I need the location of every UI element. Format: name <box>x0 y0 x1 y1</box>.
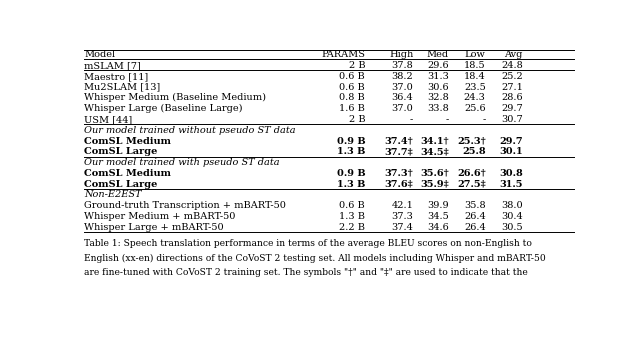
Text: 34.1†: 34.1† <box>420 137 449 146</box>
Text: USM [44]: USM [44] <box>84 115 132 124</box>
Text: 37.8: 37.8 <box>392 61 413 70</box>
Text: PARAMS: PARAMS <box>321 50 365 59</box>
Text: ComSL Large: ComSL Large <box>84 180 157 189</box>
Text: 38.0: 38.0 <box>501 201 523 210</box>
Text: 0.6 B: 0.6 B <box>339 72 365 81</box>
Text: Ground-truth Transcription + mBART-50: Ground-truth Transcription + mBART-50 <box>84 201 286 210</box>
Text: 37.3†: 37.3† <box>385 169 413 178</box>
Text: Non-E2EST: Non-E2EST <box>84 190 141 200</box>
Text: -: - <box>446 115 449 124</box>
Text: 34.5: 34.5 <box>428 212 449 221</box>
Text: 0.8 B: 0.8 B <box>339 93 365 102</box>
Text: 35.9‡: 35.9‡ <box>420 180 449 189</box>
Text: ComSL Medium: ComSL Medium <box>84 137 171 146</box>
Text: -: - <box>410 115 413 124</box>
Text: 38.2: 38.2 <box>392 72 413 81</box>
Text: 35.6†: 35.6† <box>420 169 449 178</box>
Text: 34.5‡: 34.5‡ <box>420 147 449 156</box>
Text: 1.6 B: 1.6 B <box>339 104 365 113</box>
Text: Maestro [11]: Maestro [11] <box>84 72 148 81</box>
Text: 0.9 B: 0.9 B <box>337 169 365 178</box>
Text: 1.3 B: 1.3 B <box>337 147 365 156</box>
Text: 30.7: 30.7 <box>501 115 523 124</box>
Text: 25.8: 25.8 <box>462 147 486 156</box>
Text: Whisper Large + mBART-50: Whisper Large + mBART-50 <box>84 223 223 232</box>
Text: 2.2 B: 2.2 B <box>339 223 365 232</box>
Text: Our model trained with pseudo ST data: Our model trained with pseudo ST data <box>84 158 280 167</box>
Text: 42.1: 42.1 <box>392 201 413 210</box>
Text: 2 B: 2 B <box>349 115 365 124</box>
Text: 37.3: 37.3 <box>392 212 413 221</box>
Text: 18.4: 18.4 <box>464 72 486 81</box>
Text: Low: Low <box>465 50 486 59</box>
Text: Whisper Medium + mBART-50: Whisper Medium + mBART-50 <box>84 212 236 221</box>
Text: Whisper Medium (Baseline Medium): Whisper Medium (Baseline Medium) <box>84 93 266 103</box>
Text: 37.4†: 37.4† <box>385 137 413 146</box>
Text: Whisper Large (Baseline Large): Whisper Large (Baseline Large) <box>84 104 243 113</box>
Text: -: - <box>483 115 486 124</box>
Text: 1.3 B: 1.3 B <box>339 212 365 221</box>
Text: 25.3†: 25.3† <box>457 137 486 146</box>
Text: 0.6 B: 0.6 B <box>339 201 365 210</box>
Text: 36.4: 36.4 <box>392 93 413 102</box>
Text: 39.9: 39.9 <box>428 201 449 210</box>
Text: Med: Med <box>427 50 449 59</box>
Text: 27.1: 27.1 <box>501 83 523 92</box>
Text: 30.1: 30.1 <box>499 147 523 156</box>
Text: 37.6‡: 37.6‡ <box>385 180 413 189</box>
Text: 27.5‡: 27.5‡ <box>457 180 486 189</box>
Text: 32.8: 32.8 <box>428 93 449 102</box>
Text: Model: Model <box>84 50 115 59</box>
Text: 24.8: 24.8 <box>501 61 523 70</box>
Text: Mu2SLAM [13]: Mu2SLAM [13] <box>84 83 160 92</box>
Text: 37.4: 37.4 <box>392 223 413 232</box>
Text: 37.7‡: 37.7‡ <box>385 147 413 156</box>
Text: 37.0: 37.0 <box>392 104 413 113</box>
Text: ComSL Medium: ComSL Medium <box>84 169 171 178</box>
Text: ComSL Large: ComSL Large <box>84 147 157 156</box>
Text: 35.8: 35.8 <box>464 201 486 210</box>
Text: 25.6: 25.6 <box>464 104 486 113</box>
Text: 30.6: 30.6 <box>428 83 449 92</box>
Text: 25.2: 25.2 <box>501 72 523 81</box>
Text: Avg: Avg <box>504 50 523 59</box>
Text: 2 B: 2 B <box>349 61 365 70</box>
Text: 30.8: 30.8 <box>499 169 523 178</box>
Text: 34.6: 34.6 <box>428 223 449 232</box>
Text: are fine-tuned with CoVoST 2 training set. The symbols "†" and "‡" are used to i: are fine-tuned with CoVoST 2 training se… <box>84 268 528 277</box>
Text: 0.9 B: 0.9 B <box>337 137 365 146</box>
Text: 24.3: 24.3 <box>464 93 486 102</box>
Text: 29.7: 29.7 <box>499 137 523 146</box>
Text: 18.5: 18.5 <box>464 61 486 70</box>
Text: 29.6: 29.6 <box>428 61 449 70</box>
Text: 26.4: 26.4 <box>464 212 486 221</box>
Text: 0.6 B: 0.6 B <box>339 83 365 92</box>
Text: High: High <box>389 50 413 59</box>
Text: 30.5: 30.5 <box>501 223 523 232</box>
Text: 30.4: 30.4 <box>501 212 523 221</box>
Text: 31.5: 31.5 <box>499 180 523 189</box>
Text: 26.4: 26.4 <box>464 223 486 232</box>
Text: 23.5: 23.5 <box>464 83 486 92</box>
Text: 26.6†: 26.6† <box>457 169 486 178</box>
Text: 1.3 B: 1.3 B <box>337 180 365 189</box>
Text: 37.0: 37.0 <box>392 83 413 92</box>
Text: 33.8: 33.8 <box>428 104 449 113</box>
Text: Our model trained without pseudo ST data: Our model trained without pseudo ST data <box>84 126 296 135</box>
Text: 31.3: 31.3 <box>427 72 449 81</box>
Text: 29.7: 29.7 <box>501 104 523 113</box>
Text: English (xx-en) directions of the CoVoST 2 testing set. All models including Whi: English (xx-en) directions of the CoVoST… <box>84 253 546 263</box>
Text: mSLAM [7]: mSLAM [7] <box>84 61 141 70</box>
Text: 28.6: 28.6 <box>501 93 523 102</box>
Text: Table 1: Speech translation performance in terms of the average BLEU scores on n: Table 1: Speech translation performance … <box>84 239 532 248</box>
